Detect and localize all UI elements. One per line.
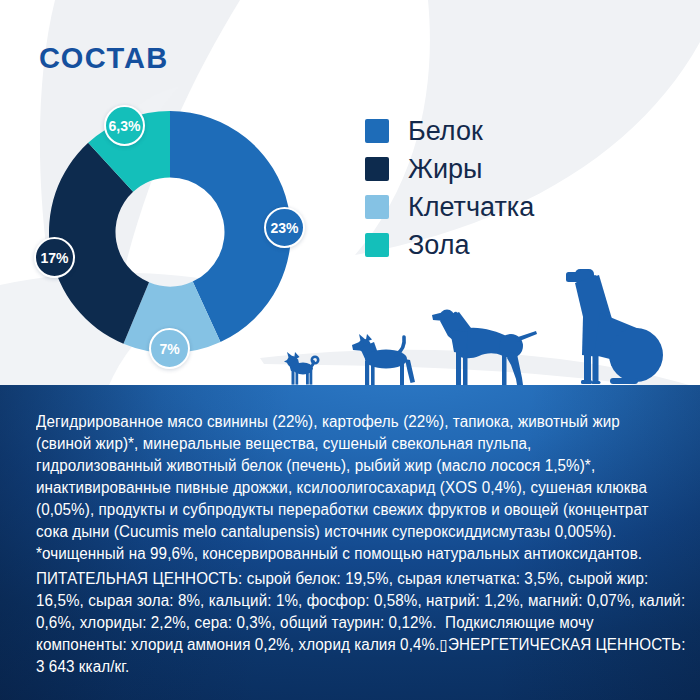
- text-line: сока дыни (Cucumis melo cantalupensis) и…: [36, 521, 633, 543]
- text-line: (свиной жир)*, минеральные вещества, суш…: [36, 433, 633, 455]
- legend-swatch-fat: [365, 157, 389, 181]
- page-title: СОСТАВ: [39, 44, 169, 73]
- text-line: (0,05%), продукты и субпродукты перерабо…: [36, 499, 633, 521]
- text-line: ПИТАТЕЛЬНАЯ ЦЕННОСТЬ: сырой белок: 19,5%…: [36, 568, 633, 590]
- info-panel: Дегидрированное мясо свинины (22%), карт…: [0, 385, 700, 700]
- nutrition-paragraph: ПИТАТЕЛЬНАЯ ЦЕННОСТЬ: сырой белок: 19,5%…: [36, 568, 664, 678]
- donut-badge-protein: 23%: [264, 207, 305, 248]
- dog-silhouette-terrier-icon: [352, 333, 419, 385]
- ingredients-paragraph: Дегидрированное мясо свинины (22%), карт…: [36, 411, 664, 565]
- donut-badge-ash: 6,3%: [104, 105, 145, 146]
- legend-item-protein: Белок: [365, 119, 534, 143]
- text-line: Дегидрированное мясо свинины (22%), карт…: [36, 411, 633, 433]
- donut-badge-fiber: 7%: [149, 328, 190, 369]
- legend-label: Белок: [408, 119, 483, 143]
- legend-label: Зола: [408, 233, 470, 257]
- badge-value: 23%: [270, 220, 298, 236]
- text-line: 0,6%, хлориды: 2,2%, сера: 0,3%, общий т…: [36, 612, 633, 634]
- dog-silhouette-pointer-icon: [432, 308, 539, 385]
- badge-value: 7%: [159, 341, 179, 357]
- composition-infographic: СОСТАВ 23% 17% 7% 6,3% Белок Жиры Клетча…: [0, 0, 700, 700]
- chart-legend: Белок Жиры Клетчатка Зола: [365, 119, 534, 257]
- legend-item-ash: Зола: [365, 233, 534, 257]
- legend-swatch-fiber: [365, 195, 389, 219]
- text-line: 16,5%, сырая зола: 8%, кальций: 1%, фосф…: [36, 590, 633, 612]
- text-line: *очищенный на 99,6%, консервированный с …: [36, 543, 633, 565]
- dog-silhouette-chihuahua-icon: [283, 352, 322, 385]
- text-line: компоненты: хлорид аммония 0,2%, хлорид …: [36, 634, 633, 656]
- badge-value: 17%: [40, 250, 68, 266]
- dog-silhouette-great-dane-icon: [566, 267, 666, 385]
- legend-label: Клетчатка: [408, 195, 534, 219]
- legend-item-fat: Жиры: [365, 157, 534, 181]
- legend-swatch-ash: [365, 233, 389, 257]
- text-line: инактивированные пивные дрожжи, ксилооли…: [36, 477, 633, 499]
- donut-badge-fat: 17%: [34, 237, 75, 278]
- composition-donut-chart: [49, 111, 291, 353]
- text-line: гидролизованный животный белок (печень),…: [36, 455, 633, 477]
- badge-value: 6,3%: [109, 118, 141, 134]
- legend-swatch-protein: [365, 119, 389, 143]
- legend-label: Жиры: [408, 157, 482, 181]
- text-line: 3 643 ккал/кг.: [36, 656, 633, 678]
- legend-item-fiber: Клетчатка: [365, 195, 534, 219]
